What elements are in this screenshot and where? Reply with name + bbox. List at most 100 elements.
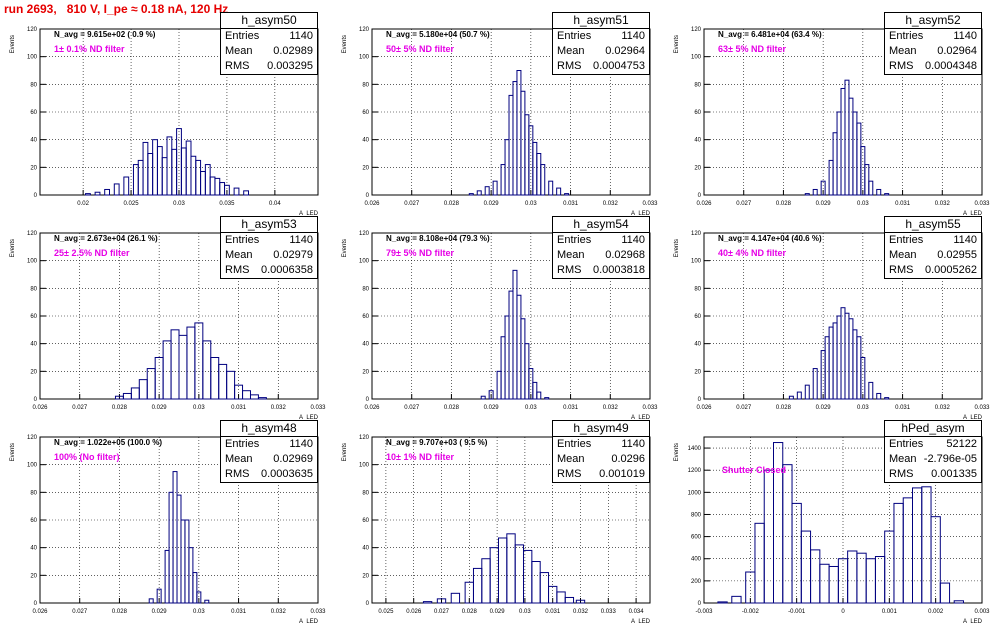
histogram-bin	[176, 494, 182, 604]
y-tick-label: 60	[30, 314, 37, 320]
histogram-bin	[516, 294, 522, 400]
x-tick-label: 0.029	[152, 609, 168, 615]
stats-label: RMS	[225, 468, 250, 480]
x-tick-label: 0.029	[484, 201, 500, 207]
x-tick-label: 0.03	[193, 405, 205, 411]
histogram-bin	[224, 184, 230, 196]
y-tick-label: 80	[30, 490, 37, 496]
histogram-bin	[196, 591, 202, 604]
y-tick-label: 60	[694, 110, 701, 116]
stats-row-mean: Mean 0.02964	[553, 44, 649, 59]
histogram-bin	[524, 114, 530, 196]
y-tick-label: 120	[27, 231, 38, 237]
histogram-bin	[717, 601, 728, 604]
histogram-bin	[123, 176, 130, 196]
histogram-bin	[544, 397, 550, 400]
stats-row-rms: RMS 0.001019	[553, 467, 649, 482]
histogram-bin	[810, 549, 821, 604]
filter-label: 1± 0.1% ND filter	[54, 44, 125, 54]
x-tick-label: 0.028	[444, 201, 460, 207]
y-tick-label: 20	[30, 165, 37, 171]
stats-box: h_asym53 Entries 1140 Mean 0.02979 RMS 0.00063…	[220, 216, 318, 279]
stats-label: Entries	[889, 234, 924, 246]
histogram-bin	[195, 159, 202, 196]
histogram-bin	[162, 340, 172, 400]
stats-label: Entries	[557, 30, 592, 42]
x-tick-label: 0.032	[271, 405, 287, 411]
y-tick-label: 120	[359, 231, 370, 237]
histogram-bin	[556, 187, 562, 196]
histogram-bin	[450, 592, 461, 604]
stats-label: Entries	[225, 30, 260, 42]
histogram-panel-h_asym50: 0.02 0.025 0.03 0.035 0.04 0 20 40 60 80 100 120 Eve…	[0, 12, 332, 217]
stats-row-entries: Entries 1140	[885, 233, 981, 248]
stats-row-rms: RMS 0.003295	[221, 59, 317, 74]
histogram-bin	[852, 329, 858, 400]
stats-value: 0.0003818	[593, 264, 645, 276]
x-tick-label: 0.026	[364, 405, 380, 411]
stats-row-rms: RMS 0.0004348	[885, 59, 981, 74]
y-tick-label: 20	[30, 573, 37, 579]
y-tick-label: 40	[694, 342, 701, 348]
y-axis-label: Events	[10, 443, 16, 461]
stats-value: -2.796e-05	[923, 453, 977, 465]
histogram-bin	[848, 97, 854, 196]
histogram-bin	[921, 486, 932, 604]
navg-label: N_avg = 6.481e+04 (63.4 %)	[718, 30, 822, 39]
x-tick-label: 0.034	[629, 609, 645, 615]
histogram-bin	[856, 122, 862, 196]
histogram-bin	[185, 140, 192, 196]
histogram-bin	[819, 563, 830, 604]
x-tick-label: 0.032	[935, 405, 951, 411]
stats-box: h_asym54 Entries 1140 Mean 0.02968 RMS 0.00038…	[552, 216, 650, 279]
y-axis-label: Events	[10, 239, 16, 257]
y-tick-label: 100	[27, 463, 38, 469]
stats-row-mean: Mean 0.02989	[221, 44, 317, 59]
histogram-bin	[172, 471, 178, 604]
histogram-bin	[113, 183, 120, 196]
y-axis-label: Events	[342, 443, 348, 461]
x-tick-label: 0.032	[603, 405, 619, 411]
x-tick-label: 0.031	[545, 609, 561, 615]
histogram-bin	[500, 336, 506, 400]
x-tick-label: 0.026	[406, 609, 422, 615]
histogram-bin	[257, 397, 267, 400]
histogram-bin	[520, 318, 526, 400]
x-tick-label: 0.028	[462, 609, 478, 615]
x-tick-label: 0.035	[219, 201, 235, 207]
histogram-bin	[422, 601, 433, 604]
histogram-name: hPed_asym	[885, 421, 981, 437]
x-tick-label: 0.026	[364, 201, 380, 207]
histogram-bin	[137, 159, 144, 196]
stats-row-mean: Mean 0.02964	[885, 44, 981, 59]
y-tick-label: 80	[362, 286, 369, 292]
histogram-plot: 0.02 0.025 0.03 0.035 0.04 0 20 40 60 80 100 120 Eve…	[10, 27, 319, 217]
filter-label: 100% (No filter)	[54, 452, 120, 462]
histogram-bin	[832, 322, 838, 400]
filter-label: 40± 4% ND filter	[718, 248, 786, 258]
histogram-bin	[85, 193, 91, 196]
stats-value: 0.02964	[937, 45, 977, 57]
y-tick-label: 80	[362, 82, 369, 88]
histogram-bin	[161, 157, 168, 196]
histogram-name: h_asym53	[221, 217, 317, 233]
y-tick-label: 80	[362, 490, 369, 496]
stats-row-mean: Mean 0.0296	[553, 452, 649, 467]
histogram-bin	[884, 397, 890, 400]
stats-label: Mean	[889, 453, 917, 465]
histogram-bin	[194, 322, 204, 400]
stats-row-rms: RMS 0.0004753	[553, 59, 649, 74]
histogram-bin	[152, 139, 158, 196]
y-tick-label: 80	[694, 82, 701, 88]
x-tick-label: 0.031	[231, 609, 247, 615]
stats-value: 1140	[953, 30, 977, 42]
y-tick-label: 600	[691, 535, 702, 541]
stats-label: RMS	[225, 264, 250, 276]
stats-value: 0.02969	[273, 453, 313, 465]
y-tick-label: 100	[359, 55, 370, 61]
y-tick-label: 20	[362, 573, 369, 579]
histogram-panel-h_asym49: 0.025 0.026 0.027 0.028 0.029 0.03 0.031 0.032 0…	[332, 420, 664, 624]
histogram-bin	[242, 390, 251, 400]
stats-label: RMS	[889, 468, 914, 480]
navg-label: N_avg = 2.673e+04 (26.1 %)	[54, 234, 158, 243]
